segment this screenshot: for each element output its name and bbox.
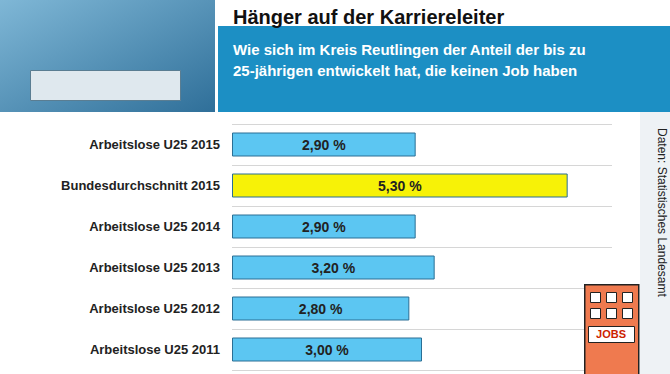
svg-text:2,90 %: 2,90 %: [302, 137, 346, 153]
svg-text:JOBS: JOBS: [596, 328, 626, 340]
svg-text:Arbeitslose U25 2013: Arbeitslose U25 2013: [89, 260, 220, 275]
svg-text:Daten: Statistisches Landesamt: Daten: Statistisches Landesamt: [655, 128, 669, 297]
svg-text:Bundesdurchschnitt 2015: Bundesdurchschnitt 2015: [61, 178, 220, 193]
svg-text:3,20 %: 3,20 %: [312, 260, 356, 276]
svg-text:2,80 %: 2,80 %: [299, 301, 343, 317]
svg-text:Wie sich im Kreis Reutlingen d: Wie sich im Kreis Reutlingen der Anteil …: [233, 41, 590, 58]
svg-text:Arbeitslose U25 2014: Arbeitslose U25 2014: [89, 219, 221, 234]
svg-text:3,00 %: 3,00 %: [305, 342, 349, 358]
svg-text:5,30 %: 5,30 %: [378, 178, 422, 194]
svg-text:2,90 %: 2,90 %: [302, 219, 346, 235]
svg-text:Arbeitslose U25 2011: Arbeitslose U25 2011: [90, 342, 220, 357]
svg-text:Hänger auf der Karriereleiter: Hänger auf der Karriereleiter: [233, 6, 504, 28]
svg-text:Arbeitslose U25 2015: Arbeitslose U25 2015: [89, 137, 220, 152]
svg-text:25-jährigen entwickelt hat, di: 25-jährigen entwickelt hat, die keinen J…: [233, 62, 577, 79]
svg-text:Arbeitslose U25 2012: Arbeitslose U25 2012: [89, 301, 220, 316]
